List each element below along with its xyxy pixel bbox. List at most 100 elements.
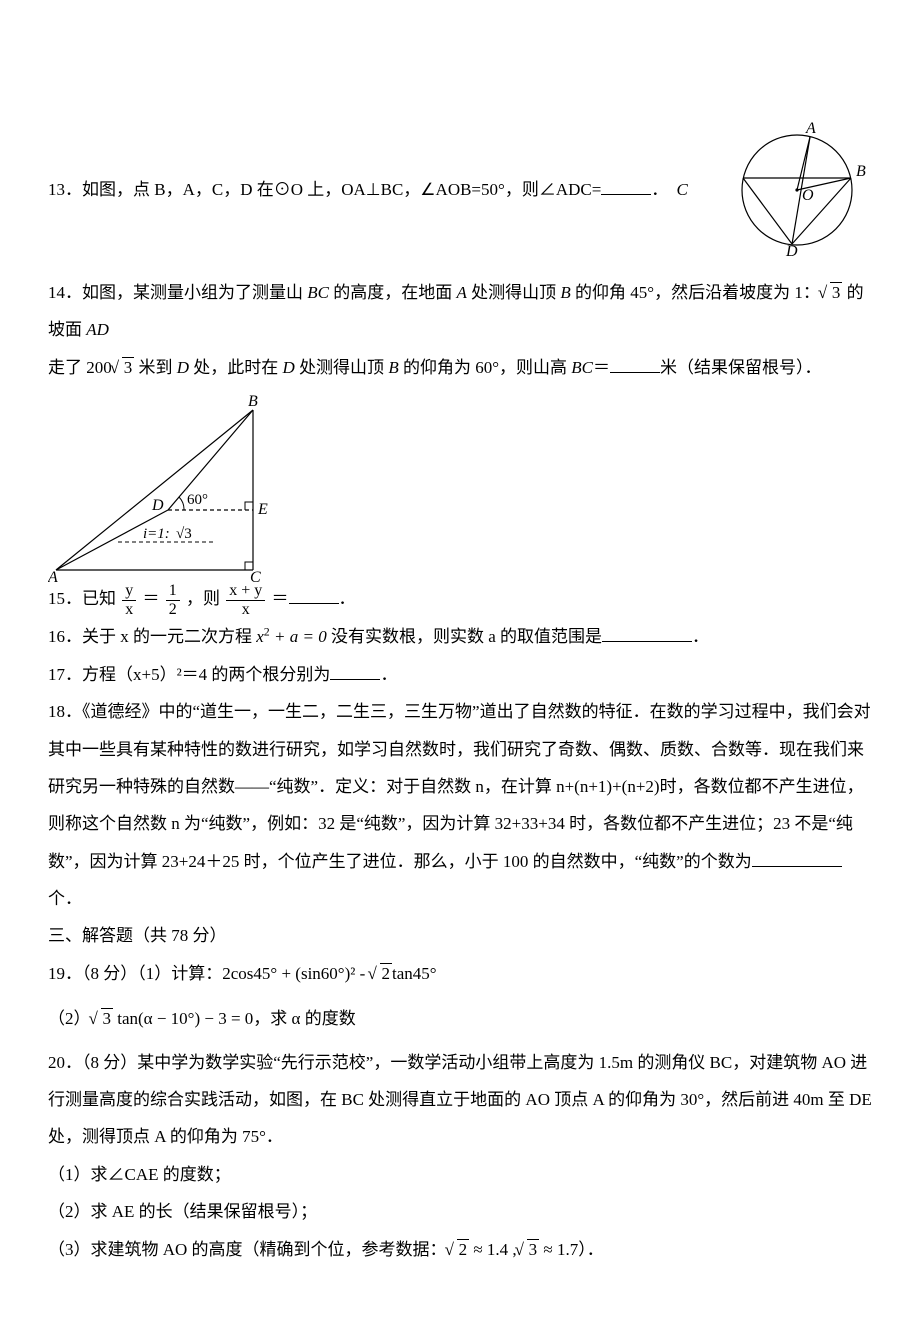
svg-text:D: D	[151, 497, 164, 514]
question-16: 16．关于 x 的一元二次方程 x2 + a = 0 没有实数根，则实数 a 的…	[48, 618, 872, 655]
question-15: 15．已知 yx ＝ 12 ，则 x + yx ＝．	[48, 582, 872, 618]
q20-body: 20．（8 分）某中学为数学实验“先行示范校”，一数学活动小组带上高度为 1.5…	[48, 1044, 872, 1156]
q15-frac2: 12	[166, 582, 180, 618]
q15-eq2: ＝	[272, 589, 289, 608]
q15-f3d: x	[239, 601, 253, 619]
q14-sqrt3b-r: 3	[122, 357, 135, 377]
q13-suffix: ．	[651, 180, 668, 199]
q15-frac3: x + yx	[226, 582, 265, 618]
q14-bc2: BC	[571, 358, 593, 377]
question-19: 19．（8 分）（1）计算：2cos45° + (sin60°)² - 2tan…	[48, 955, 872, 1038]
q15-eq1: ＝	[143, 589, 160, 608]
q19-l1a: 19．（8 分）（1）计算：	[48, 964, 222, 983]
q17-suf: ．	[380, 665, 397, 684]
q14-l2d: 处测得山顶	[295, 358, 389, 377]
q20-sqrt2r: 2	[457, 1239, 470, 1259]
question-13: 13．如图，点 B，A，C，D 在⊙O 上，OA⊥BC，∠AOB=50°，则∠A…	[48, 120, 872, 260]
q17-blank	[330, 662, 380, 680]
q19-sqrt2: 2	[370, 955, 393, 992]
q19-part1: 19．（8 分）（1）计算：2cos45° + (sin60°)² - 2tan…	[48, 955, 872, 992]
svg-text:A: A	[48, 569, 58, 582]
q15-f1n: y	[122, 582, 136, 601]
svg-text:A: A	[805, 120, 816, 137]
q15-frac1: yx	[122, 582, 136, 618]
q20-s3b: ≈ 1.4 ,	[469, 1240, 517, 1259]
q14-diagram: 60° i=1: √3 A B C D E	[48, 392, 872, 582]
q20-sub1: （1）求∠CAE 的度数；	[48, 1156, 872, 1193]
q15-f2d: 2	[166, 601, 180, 619]
section-3-title: 三、解答题（共 78 分）	[48, 917, 872, 954]
q14-line2: 走了 200 3 米到 D 处，此时在 D 处测得山顶 B 的仰角为 60°，则山…	[48, 349, 872, 386]
q14-line1: 14．如图，某测量小组为了测量山 BC 的高度，在地面 A 处测得山顶 B 的仰…	[48, 274, 872, 349]
q18-blank	[752, 849, 842, 867]
q16-suf: ．	[692, 627, 709, 646]
q14-sqrt3b: 3	[112, 349, 135, 386]
q15-post1: ，则	[186, 589, 220, 608]
q18-suf: 个．	[48, 889, 82, 908]
svg-text:C: C	[250, 569, 261, 582]
q20-sqrt2: 2	[447, 1231, 470, 1268]
q14-l2c: 处，此时在	[189, 358, 283, 377]
q14-l2a: 走了 200	[48, 358, 112, 377]
q14-l2b: 米到	[134, 358, 177, 377]
q14-A: A	[456, 283, 466, 302]
q14-D2: D	[283, 358, 295, 377]
q20-sqrt3: 3	[517, 1231, 540, 1268]
q16-blank	[602, 624, 692, 642]
q20-sqrt3r: 3	[527, 1239, 540, 1259]
svg-text:O: O	[802, 187, 814, 204]
q14-AD: AD	[86, 320, 109, 339]
q14-l1b: 的高度，在地面	[329, 283, 457, 302]
svg-text:B: B	[248, 393, 258, 410]
svg-text:√3: √3	[176, 526, 192, 542]
q14-l1c: 处测得山顶	[467, 283, 561, 302]
q16-mid: 没有实数根，则实数 a 的取值范围是	[327, 627, 602, 646]
question-17: 17．方程（x+5）²＝4 的两个根分别为 ．	[48, 656, 872, 693]
question-20: 20．（8 分）某中学为数学实验“先行示范校”，一数学活动小组带上高度为 1.5…	[48, 1044, 872, 1268]
q19-tan: tan45°	[392, 964, 437, 983]
q20-sub3: （3）求建筑物 AO 的高度（精确到个位，参考数据： 2 ≈ 1.4 , 3 ≈ 1…	[48, 1231, 872, 1268]
q16-x: x	[256, 627, 264, 646]
q15-f2n: 1	[166, 582, 180, 601]
q17-text: 17．方程（x+5）²＝4 的两个根分别为	[48, 665, 330, 684]
q15-f3n: x + y	[226, 582, 265, 601]
q19-sqrt3: 3	[91, 1000, 114, 1037]
q14-l2f: ＝	[593, 358, 610, 377]
q15-f1d: x	[122, 601, 136, 619]
q19-sqrt2r: 2	[380, 963, 393, 983]
q19-expr: 2cos45° + (sin60°)² -	[222, 964, 369, 983]
q14-l2e: 的仰角为 60°，则山高	[399, 358, 572, 377]
q16-rest: + a = 0	[270, 627, 327, 646]
q19-part2: （2）3 tan(α − 10°) − 3 = 0，求 α 的度数	[48, 1000, 872, 1037]
q14-l2g: 米（结果保留根号）．	[660, 358, 822, 377]
svg-text:D: D	[785, 243, 798, 260]
q14-sqrt3a-r: 3	[830, 282, 843, 302]
svg-text:B: B	[856, 163, 866, 180]
svg-text:i=1:: i=1:	[143, 526, 170, 542]
q20-s3a: （3）求建筑物 AO 的高度（精确到个位，参考数据：	[48, 1240, 447, 1259]
q19-l2a: （2）	[48, 1009, 91, 1028]
q20-s3c: ≈ 1.7）．	[539, 1240, 604, 1259]
q13-text: 13．如图，点 B，A，C，D 在⊙O 上，OA⊥BC，∠AOB=50°，则∠A…	[48, 171, 724, 208]
q13-blank	[601, 177, 651, 195]
q14-l1d: 的仰角 45°，然后沿着坡度为 1：	[571, 283, 820, 302]
q14-l1a: 14．如图，某测量小组为了测量山	[48, 283, 307, 302]
question-18: 18．《道德经》中的“道生一，一生二，二生三，三生万物”道出了自然数的特征．在数…	[48, 693, 872, 917]
q18-body: 18．《道德经》中的“道生一，一生二，二生三，三生万物”道出了自然数的特征．在数…	[48, 702, 871, 871]
question-14: 14．如图，某测量小组为了测量山 BC 的高度，在地面 A 处测得山顶 B 的仰…	[48, 274, 872, 582]
q16-pre: 16．关于 x 的一元二次方程	[48, 627, 256, 646]
q14-bc1: BC	[307, 283, 329, 302]
q13-label-C: C	[677, 180, 688, 199]
q15-suf: ．	[339, 589, 356, 608]
q19-sqrt3r: 3	[101, 1008, 114, 1028]
q14-blank	[610, 355, 660, 373]
q15-blank	[289, 586, 339, 604]
q14-D1: D	[177, 358, 189, 377]
q13-prefix: 13．如图，点 B，A，C，D 在⊙O 上，OA⊥BC，∠AOB=50°，则∠A…	[48, 180, 601, 199]
q14-sqrt3a: 3	[820, 274, 843, 311]
q13-diagram: A B D O	[732, 120, 872, 260]
q15-pre: 15．已知	[48, 589, 116, 608]
q14-B: B	[560, 283, 570, 302]
svg-text:E: E	[257, 501, 268, 518]
q14-B2: B	[388, 358, 398, 377]
